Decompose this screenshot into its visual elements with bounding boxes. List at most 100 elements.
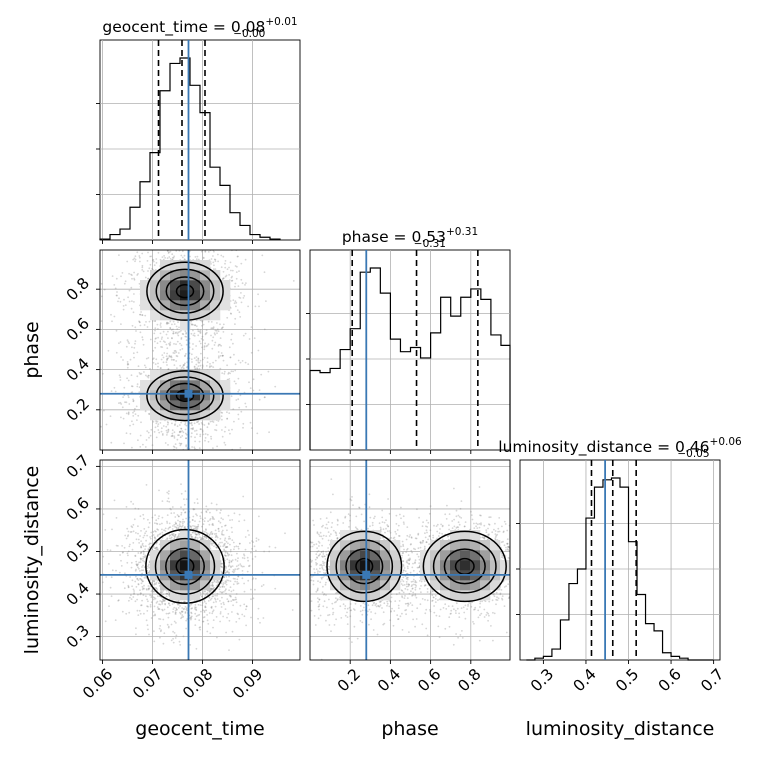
scatter-point xyxy=(225,632,227,634)
scatter-point xyxy=(176,635,178,637)
scatter-point xyxy=(211,588,213,590)
scatter-point xyxy=(192,525,194,527)
scatter-point xyxy=(182,519,184,521)
scatter-point xyxy=(141,269,143,271)
scatter-point xyxy=(191,612,193,614)
scatter-point xyxy=(220,566,222,568)
scatter-point xyxy=(220,509,222,511)
scatter-point xyxy=(180,436,182,438)
scatter-point xyxy=(152,517,154,519)
scatter-point xyxy=(137,610,139,612)
scatter-point xyxy=(212,255,214,257)
scatter-point xyxy=(239,514,241,516)
scatter-point xyxy=(153,333,155,335)
scatter-point xyxy=(173,333,175,335)
scatter-point xyxy=(231,429,233,431)
scatter-point xyxy=(104,289,106,291)
scatter-point xyxy=(192,516,194,518)
scatter-point xyxy=(207,620,209,622)
scatter-point xyxy=(121,545,123,547)
scatter-point xyxy=(161,336,163,338)
scatter-point xyxy=(122,611,124,613)
scatter-point xyxy=(157,328,159,330)
scatter-point xyxy=(158,252,160,254)
scatter-point xyxy=(148,585,150,587)
scatter-point xyxy=(236,553,238,555)
scatter-point xyxy=(141,600,143,602)
scatter-point xyxy=(184,355,186,357)
scatter-point xyxy=(204,591,206,593)
scatter-point xyxy=(220,517,222,519)
scatter-point xyxy=(129,301,131,303)
scatter-point xyxy=(168,490,170,492)
scatter-point xyxy=(131,531,133,533)
scatter-point xyxy=(142,543,144,545)
scatter-point xyxy=(218,355,220,357)
scatter-point xyxy=(167,431,169,433)
scatter-point xyxy=(105,576,107,578)
scatter-point xyxy=(235,621,237,623)
scatter-point xyxy=(146,610,148,612)
scatter-point xyxy=(235,597,237,599)
scatter-point xyxy=(183,636,185,638)
scatter-point xyxy=(243,295,245,297)
scatter-point xyxy=(137,552,139,554)
scatter-point xyxy=(155,587,157,589)
scatter-point xyxy=(223,277,225,279)
scatter-point xyxy=(261,585,263,587)
scatter-point xyxy=(120,403,122,405)
scatter-point xyxy=(222,256,224,258)
scatter-point xyxy=(181,614,183,616)
scatter-point xyxy=(174,516,176,518)
scatter-point xyxy=(236,271,238,273)
scatter-point xyxy=(148,565,150,567)
scatter-point xyxy=(172,352,174,354)
scatter-point xyxy=(194,357,196,359)
scatter-point xyxy=(132,415,134,417)
scatter-point xyxy=(134,508,136,510)
scatter-point xyxy=(141,253,143,255)
hist-panel-luminosity_distance: luminosity_distance = 0.46+0.06−0.05 xyxy=(498,436,742,664)
scatter-point xyxy=(212,524,214,526)
scatter-point xyxy=(191,358,193,360)
scatter-point xyxy=(161,532,163,534)
scatter-point xyxy=(194,366,196,368)
scatter-point xyxy=(196,533,198,535)
scatter-point xyxy=(145,375,147,377)
scatter-point xyxy=(116,352,118,354)
scatter-point xyxy=(202,602,204,604)
scatter-point xyxy=(155,519,157,521)
scatter-point xyxy=(213,251,215,253)
scatter-point xyxy=(259,622,261,624)
scatter-point xyxy=(127,341,129,343)
scatter-point xyxy=(252,578,254,580)
scatter-point xyxy=(169,342,171,344)
scatter-point xyxy=(180,445,182,447)
scatter-point xyxy=(200,611,202,613)
scatter-point xyxy=(214,332,216,334)
scatter-point xyxy=(185,422,187,424)
scatter-point xyxy=(138,255,140,257)
scatter-point xyxy=(166,361,168,363)
scatter-point xyxy=(168,592,170,594)
scatter-point xyxy=(147,519,149,521)
scatter-point xyxy=(142,265,144,267)
scatter-point xyxy=(255,306,257,308)
scatter-point xyxy=(219,368,221,370)
scatter-point xyxy=(133,593,135,595)
scatter-point xyxy=(117,600,119,602)
scatter-point xyxy=(211,258,213,260)
scatter-point xyxy=(220,355,222,357)
scatter-point xyxy=(222,584,224,586)
scatter-point xyxy=(268,551,270,553)
scatter-point xyxy=(136,375,138,377)
scatter-point xyxy=(144,532,146,534)
scatter-point xyxy=(201,338,203,340)
scatter-point xyxy=(143,371,145,373)
scatter-point xyxy=(168,617,170,619)
scatter-point xyxy=(142,586,144,588)
scatter-point xyxy=(157,366,159,368)
scatter-point xyxy=(169,605,171,607)
scatter-point xyxy=(219,323,221,325)
scatter-point xyxy=(231,531,233,533)
